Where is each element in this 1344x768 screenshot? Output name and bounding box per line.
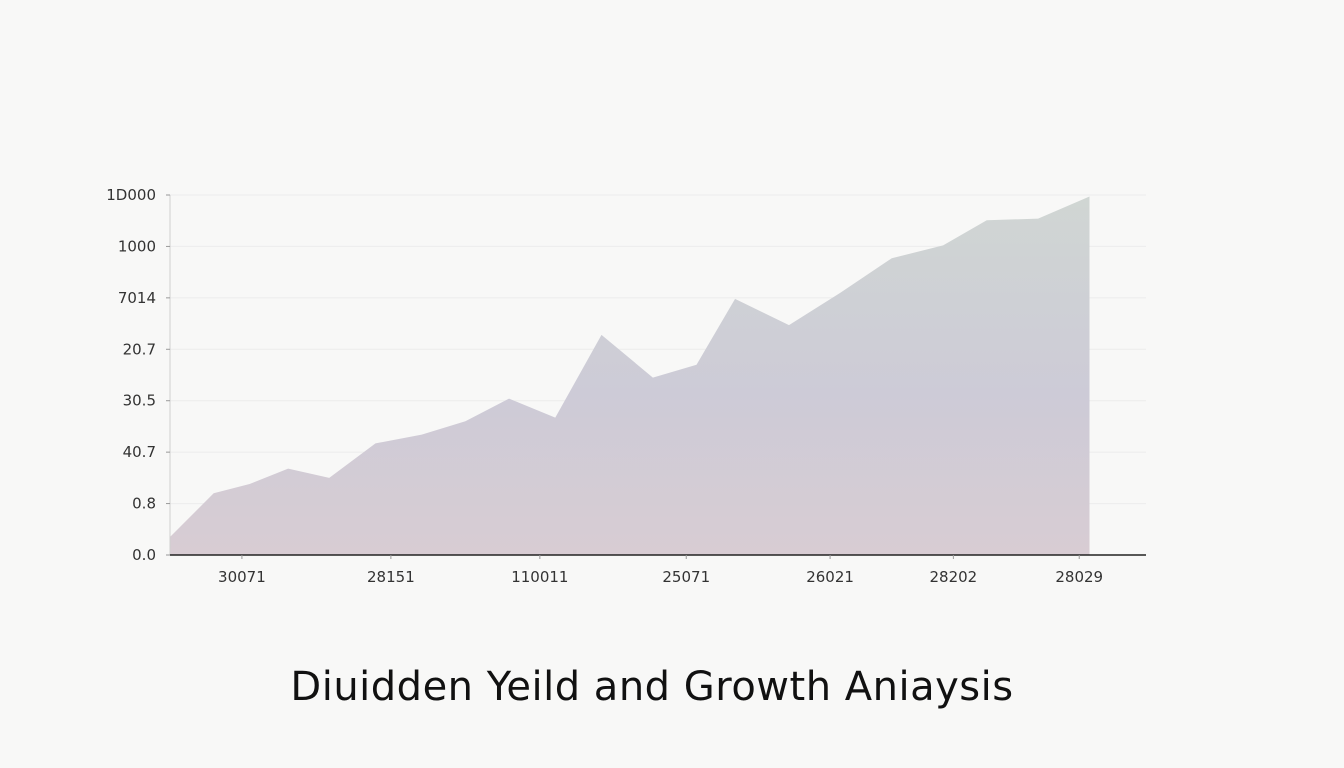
y-tick-label: 30.5: [123, 392, 156, 410]
x-tick-label: 28151: [367, 568, 415, 586]
x-tick-label: 26021: [806, 568, 854, 586]
x-tick-label: 28029: [1055, 568, 1103, 586]
y-axis-ticks: 0.0 0.8 40.7 30.5 20.7 7014 1000 1D000: [106, 186, 170, 564]
x-axis-ticks: 30071 28151 110011 25071 26021 28202 28029: [218, 555, 1103, 586]
x-tick-label: 110011: [511, 568, 568, 586]
x-tick-label: 25071: [662, 568, 710, 586]
x-tick-label: 28202: [930, 568, 978, 586]
y-tick-label: 7014: [118, 289, 156, 307]
y-tick-label: 0.0: [132, 546, 156, 564]
y-tick-label: 1000: [118, 237, 156, 255]
x-tick-label: 30071: [218, 568, 266, 586]
chart-title: Diuidden Yeild and Growth Aniaysis: [290, 664, 1014, 710]
axes: [169, 195, 1146, 556]
area-series: [170, 196, 1090, 556]
y-tick-label: 0.8: [132, 495, 156, 513]
area-fill: [170, 196, 1090, 556]
y-tick-label: 20.7: [123, 340, 156, 358]
y-tick-label: 40.7: [123, 443, 156, 461]
y-tick-label: 1D000: [106, 186, 156, 204]
